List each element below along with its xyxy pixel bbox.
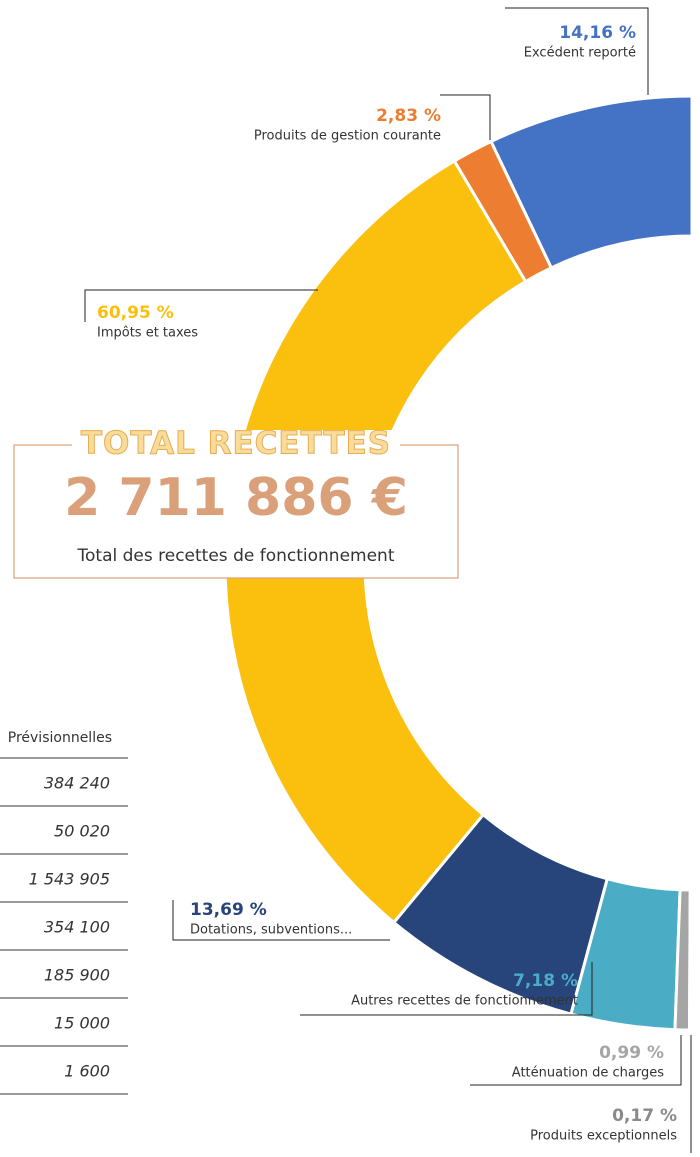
- table-header: Prévisionnelles: [8, 730, 112, 746]
- table-cell: 15 000: [54, 1014, 110, 1033]
- category-label: Excédent reporté: [524, 46, 636, 61]
- table-cell: 384 240: [44, 774, 110, 793]
- leader-line: [300, 962, 593, 1016]
- percent-label: 14,16 %: [559, 23, 636, 43]
- table-cell: 185 900: [44, 966, 110, 985]
- percent-label: 0,99 %: [599, 1043, 664, 1063]
- table-cell: 1 543 905: [29, 870, 110, 889]
- percent-label: 60,95 %: [97, 303, 174, 323]
- category-label: Autres recettes de fonctionnement: [351, 994, 578, 1009]
- leader-line: [505, 7, 649, 95]
- category-label: Atténuation de charges: [512, 1066, 664, 1081]
- category-label: Produits de gestion courante: [254, 129, 441, 144]
- percent-label: 2,83 %: [376, 106, 441, 126]
- table-cell: 354 100: [44, 918, 110, 937]
- category-label: Dotations, subventions...: [190, 923, 352, 938]
- leader-line: [470, 1035, 682, 1086]
- title-backdrop: [72, 430, 400, 460]
- leader-line: [172, 900, 390, 941]
- leader-line: [84, 289, 318, 322]
- total-box: [13, 444, 459, 579]
- leader-line: [440, 94, 491, 140]
- table-cell: 50 020: [54, 822, 110, 841]
- total-title: TOTAL RECETTES: [81, 426, 391, 462]
- total-amount: 2 711 886 €: [64, 468, 408, 528]
- percent-label: 0,17 %: [612, 1106, 677, 1126]
- category-label: Impôts et taxes: [97, 326, 198, 341]
- percent-label: 7,18 %: [513, 971, 578, 991]
- donut-slice: [687, 888, 694, 1032]
- table-cell: 1 600: [64, 1062, 110, 1081]
- total-subtitle: Total des recettes de fonctionnement: [77, 546, 395, 566]
- percent-label: 13,69 %: [190, 900, 267, 920]
- category-label: Produits exceptionnels: [530, 1129, 677, 1144]
